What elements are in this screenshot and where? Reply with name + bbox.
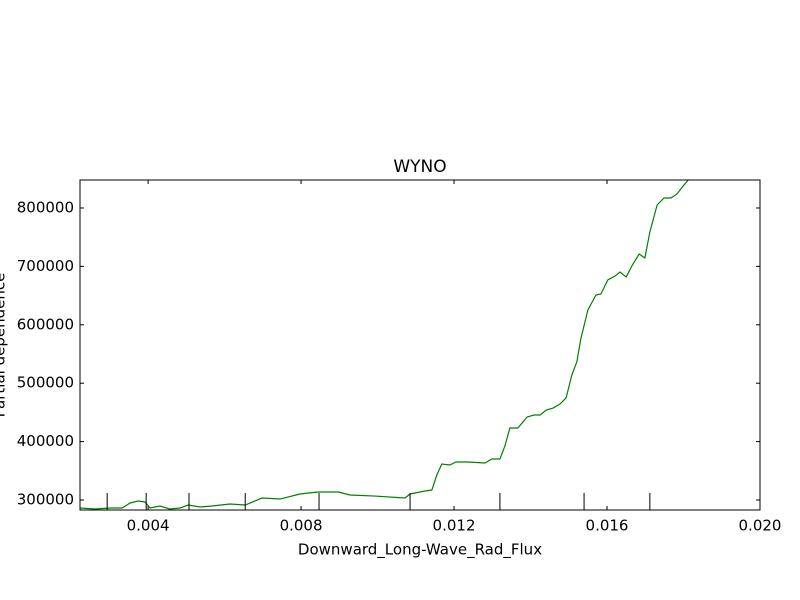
- x-tick-label: 0.016: [586, 517, 629, 535]
- y-axis-label: Partial dependence: [0, 273, 9, 418]
- y-tick-label: 600000: [17, 315, 74, 333]
- y-tick-label: 300000: [17, 491, 74, 509]
- x-tick-label: 0.020: [739, 517, 782, 535]
- x-axis-label: Downward_Long-Wave_Rad_Flux: [298, 541, 542, 560]
- chart-title: WYNO: [393, 157, 446, 177]
- x-tick-label: 0.012: [433, 517, 476, 535]
- x-tick-label: 0.008: [280, 517, 323, 535]
- plot-frame: [79, 179, 761, 511]
- y-tick-label: 700000: [17, 257, 74, 275]
- x-tick-label: 0.004: [127, 517, 170, 535]
- y-tick-label: 500000: [17, 374, 74, 392]
- y-tick-label: 400000: [17, 432, 74, 450]
- y-tick-label: 800000: [17, 198, 74, 216]
- data-line: [80, 180, 690, 510]
